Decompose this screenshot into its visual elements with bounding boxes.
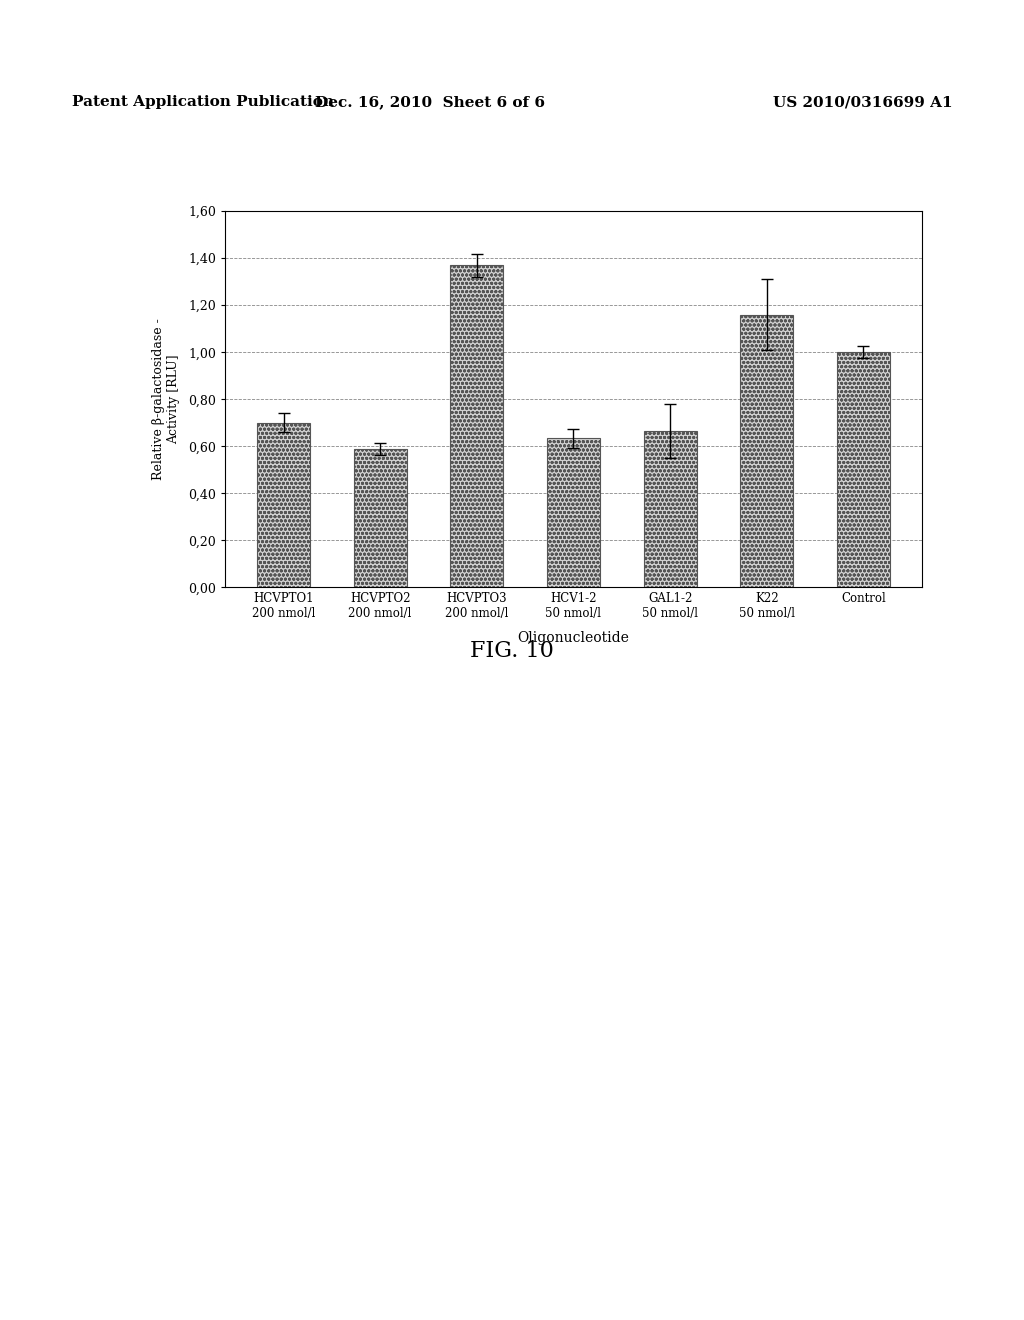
Bar [643, 432, 696, 587]
Y-axis label: Relative β-galactosidase -
Activity [RLU]: Relative β-galactosidase - Activity [RLU… [152, 318, 180, 480]
Bar [547, 438, 600, 587]
Bar [740, 314, 794, 587]
Text: US 2010/0316699 A1: US 2010/0316699 A1 [773, 95, 952, 110]
Bar [257, 422, 310, 587]
Bar [451, 265, 504, 587]
Bar [837, 352, 890, 587]
Text: Patent Application Publication: Patent Application Publication [72, 95, 334, 110]
X-axis label: Oligonucleotide: Oligonucleotide [517, 631, 630, 645]
Text: Dec. 16, 2010  Sheet 6 of 6: Dec. 16, 2010 Sheet 6 of 6 [315, 95, 545, 110]
Text: FIG. 10: FIG. 10 [470, 640, 554, 663]
Bar [353, 449, 407, 587]
